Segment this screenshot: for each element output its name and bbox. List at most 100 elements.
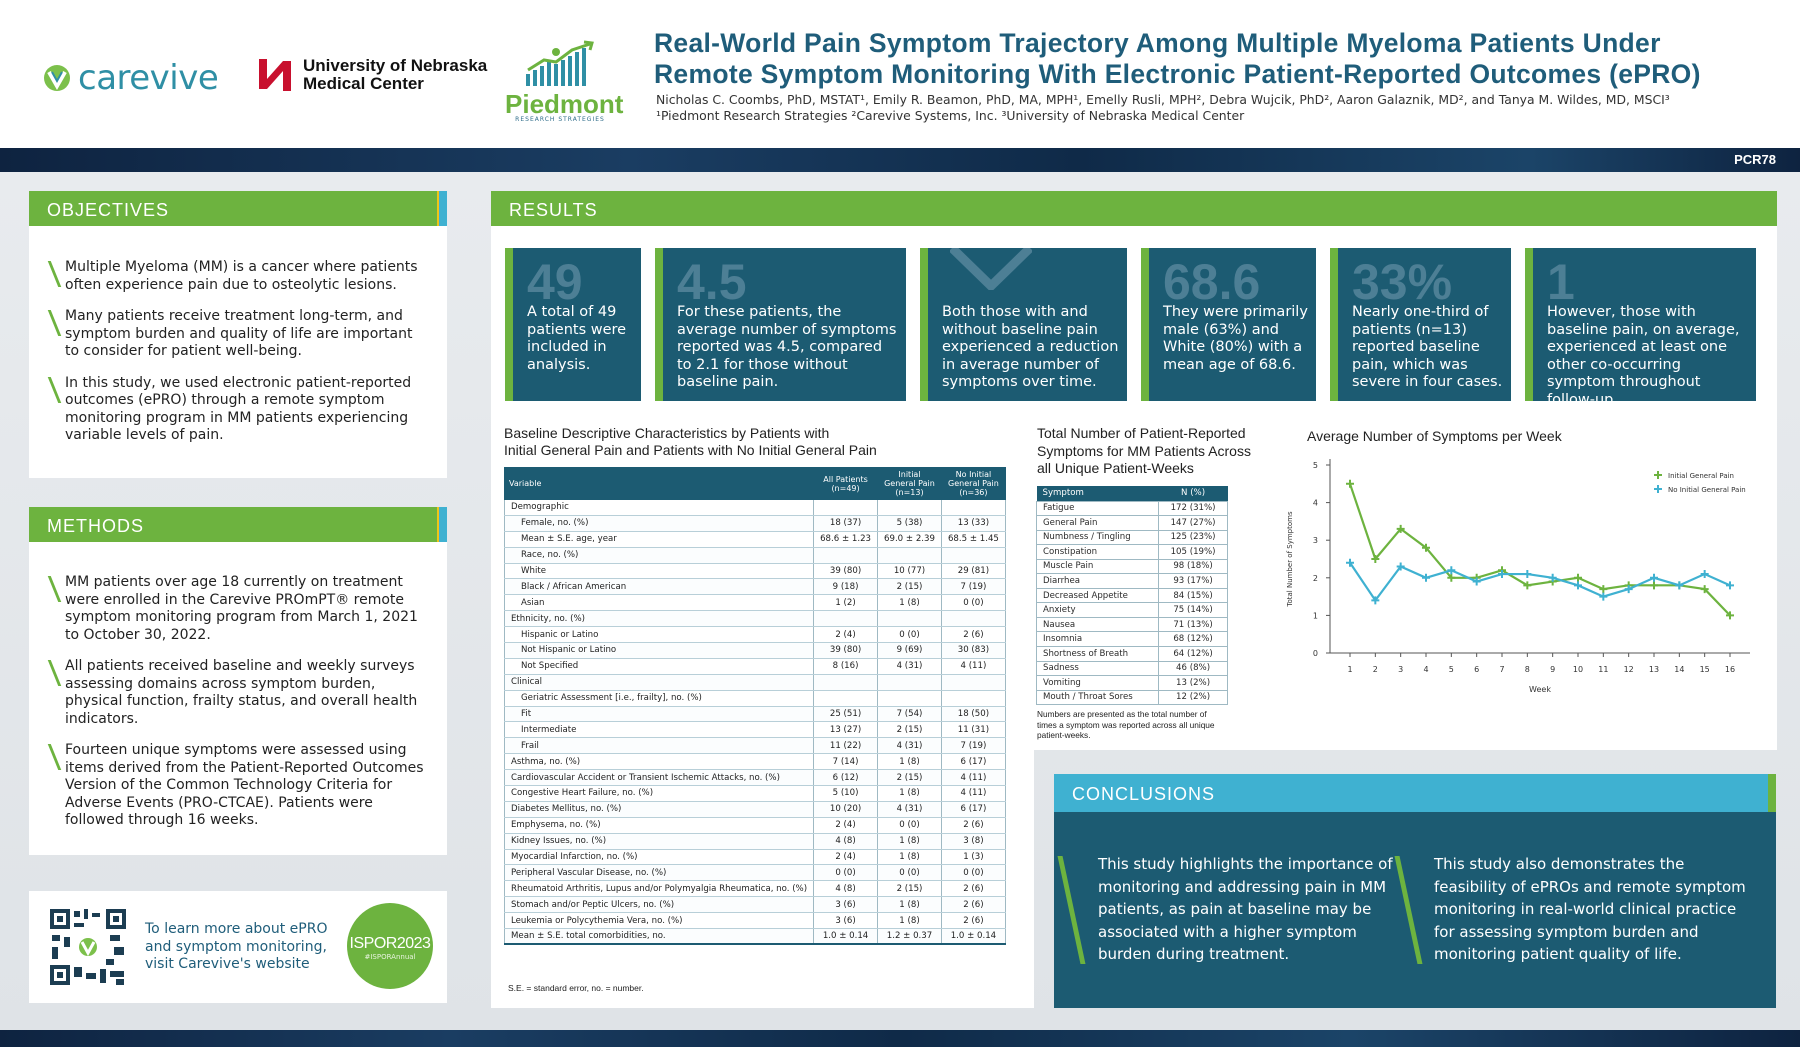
symptom-count-table: Symptom N (%) Fatigue 172 (31%) General Pa… bbox=[1035, 486, 1228, 706]
stat-box-patients: 49 A total of 49 patients were included … bbox=[505, 248, 641, 401]
cell-value: 1 (8) bbox=[877, 753, 942, 771]
cell-value: 7 (19) bbox=[940, 578, 1006, 596]
stat-box-demographics: 68.6 They were primarily male (63%) and … bbox=[1141, 248, 1316, 401]
method-item: MM patients over age 18 currently on tre… bbox=[33, 574, 433, 644]
table-row: Kidney Issues, no. (%) 4 (8) 1 (8) 3 (8) bbox=[503, 833, 1006, 850]
cell-value: 0 (0) bbox=[877, 626, 942, 644]
stat-value: 68.6 bbox=[1163, 254, 1261, 310]
cell-value: 4 (31) bbox=[877, 801, 942, 818]
table-row: Leukemia or Polycythemia Vera, no. (%) 3 … bbox=[503, 912, 1006, 930]
symptom-table-note: Numbers are presented as the total numbe… bbox=[1037, 709, 1215, 740]
data-point bbox=[1346, 479, 1354, 488]
cell-value: 2 (4) bbox=[813, 817, 879, 834]
stat-box-reduction: Both those with and without baseline pai… bbox=[920, 248, 1127, 401]
cell-value bbox=[813, 547, 879, 564]
chart-title: Average Number of Symptoms per Week bbox=[1307, 428, 1562, 444]
y-axis-label: Total Number of Symptoms bbox=[1286, 511, 1294, 608]
legend-marker bbox=[1654, 485, 1662, 493]
cell-value: 7 (54) bbox=[877, 706, 942, 723]
cell-value: 68.5 ± 1.45 bbox=[940, 531, 1006, 548]
stat-description: Both those with and without baseline pai… bbox=[942, 304, 1119, 390]
symptom-count: 75 (14%) bbox=[1158, 602, 1228, 618]
cell-value: 68.6 ± 1.23 bbox=[813, 531, 879, 548]
symptom-name: Numbness / Tingling bbox=[1035, 529, 1160, 546]
data-point bbox=[1574, 581, 1582, 590]
qr-code-icon[interactable] bbox=[48, 907, 128, 987]
cell-value: 4 (31) bbox=[877, 658, 942, 675]
x-tick-label: 4 bbox=[1423, 665, 1428, 674]
y-tick-label: 3 bbox=[1313, 536, 1318, 545]
objective-item: Many patients receive treatment long-ter… bbox=[33, 308, 429, 361]
series-line bbox=[1348, 483, 1731, 617]
row-label: Kidney Issues, no. (%) bbox=[503, 833, 815, 850]
table-row: Asian 1 (2) 1 (8) 0 (0) bbox=[503, 594, 1006, 612]
column-header: N (%) bbox=[1158, 486, 1228, 501]
x-tick-label: 10 bbox=[1573, 665, 1583, 674]
cell-value: 9 (69) bbox=[877, 642, 942, 659]
learn-more-link[interactable]: To learn more about ePRO and symptom mon… bbox=[145, 921, 328, 972]
cell-value: 10 (77) bbox=[877, 563, 942, 580]
data-point bbox=[1447, 573, 1456, 582]
unmc-name-line1: University of Nebraska bbox=[303, 56, 488, 75]
carevive-logo: carevive bbox=[42, 58, 219, 98]
stat-value: 1 bbox=[1547, 254, 1575, 310]
symptom-name: Diarrhea bbox=[1035, 573, 1160, 589]
symptom-count: 93 (17%) bbox=[1158, 573, 1228, 589]
cell-value: 69.0 ± 2.39 bbox=[877, 531, 942, 548]
x-axis-label: Week bbox=[1529, 685, 1551, 694]
conclusion-text-1: This study highlights the importance of … bbox=[1098, 855, 1393, 963]
table-row: Stomach and/or Peptic Ulcers, no. (%) 3 (… bbox=[503, 896, 1006, 914]
table-row: Clinical bbox=[503, 674, 1006, 691]
table-row: Nausea 71 (13%) bbox=[1035, 616, 1228, 633]
table-row: Myocardial Infarction, no. (%) 2 (4) 1 (8)… bbox=[503, 849, 1006, 866]
cell-value: 1 (8) bbox=[877, 833, 942, 850]
title-line-1: Real-World Pain Symptom Trajectory Among… bbox=[654, 28, 1661, 58]
table-row: General Pain 147 (27%) bbox=[1035, 515, 1228, 531]
column-header: All Patients (n=49) bbox=[813, 467, 879, 500]
cell-value: 1 (3) bbox=[940, 849, 1006, 866]
y-tick-label: 4 bbox=[1313, 499, 1318, 508]
table-row: Black / African American 9 (18) 2 (15) 7 (1… bbox=[503, 578, 1006, 596]
data-point bbox=[1675, 581, 1684, 590]
row-label: Ethnicity, no. (%) bbox=[503, 610, 815, 628]
cell-value: 2 (6) bbox=[940, 912, 1006, 930]
cell-value: 7 (19) bbox=[940, 737, 1006, 755]
symptom-name: Insomnia bbox=[1035, 631, 1160, 647]
row-label: Asthma, no. (%) bbox=[503, 753, 815, 771]
cell-value: 6 (17) bbox=[940, 753, 1006, 771]
objectives-heading: OBJECTIVES bbox=[29, 191, 447, 226]
methods-heading: METHODS bbox=[29, 507, 447, 542]
cell-value: 1.2 ± 0.37 bbox=[877, 928, 942, 946]
cell-value: 5 (38) bbox=[877, 515, 942, 532]
cell-value: 3 (6) bbox=[813, 896, 879, 914]
table-row: Insomnia 68 (12%) bbox=[1035, 631, 1228, 647]
row-label: Diabetes Mellitus, no. (%) bbox=[503, 801, 815, 818]
piedmont-subtitle: RESEARCH STRATEGIES bbox=[515, 116, 605, 123]
cell-value: 0 (0) bbox=[940, 864, 1006, 882]
cell-value: 18 (50) bbox=[940, 706, 1006, 723]
author-list: Nicholas C. Coombs, PhD, MSTAT¹, Emily R… bbox=[656, 92, 1670, 107]
results-heading: RESULTS bbox=[491, 191, 1777, 226]
x-tick-label: 16 bbox=[1725, 665, 1735, 674]
cell-value: 2 (15) bbox=[877, 880, 942, 898]
cell-value: 3 (6) bbox=[813, 912, 879, 930]
baseline-table-body: Demographic Female, no. (%) 18 (37) 5 (38) 1… bbox=[503, 499, 1006, 946]
cell-value bbox=[940, 690, 1006, 707]
table-row: Decreased Appetite 84 (15%) bbox=[1035, 587, 1228, 604]
row-label: Leukemia or Polycythemia Vera, no. (%) bbox=[503, 912, 815, 930]
symptom-count: 64 (12%) bbox=[1158, 645, 1228, 662]
conclusions-heading: CONCLUSIONS bbox=[1054, 774, 1776, 812]
chevron-right-icon bbox=[1048, 856, 1086, 964]
cell-value: 13 (27) bbox=[813, 721, 879, 739]
table-row: Not Hispanic or Latino 39 (80) 9 (69) 30 (8… bbox=[503, 642, 1006, 659]
symptom-name: Sadness bbox=[1035, 660, 1160, 677]
methods-panel: METHODS MM patients over age 18 currentl… bbox=[29, 507, 447, 855]
cell-value: 8 (16) bbox=[813, 658, 879, 675]
cell-value: 4 (8) bbox=[813, 880, 879, 898]
cell-value: 7 (14) bbox=[813, 753, 879, 771]
row-label: Fit bbox=[503, 706, 815, 723]
cell-value: 1.0 ± 0.14 bbox=[940, 928, 1006, 946]
symptom-count: 46 (8%) bbox=[1158, 660, 1228, 677]
website-box: To learn more about ePRO and symptom mon… bbox=[29, 891, 447, 1003]
cell-value: 2 (6) bbox=[940, 626, 1006, 644]
